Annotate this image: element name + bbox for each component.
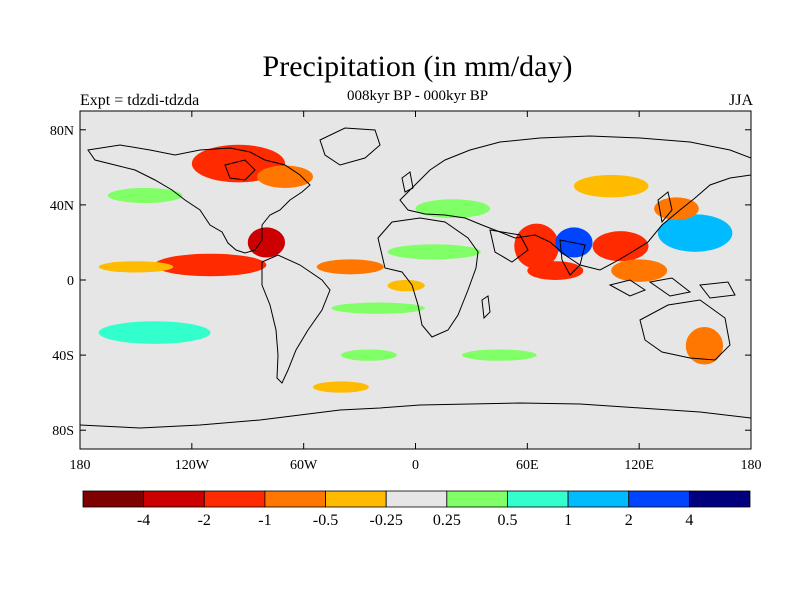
- colorbar: -4 -2 -1 -0.5 -0.25 0.25 0.5 1 2 4: [82, 490, 751, 529]
- anomaly-region-10: [514, 223, 560, 269]
- latitude-axis: 80N 40N 0 40S 80S: [50, 124, 751, 439]
- colorbar-swatch: [567, 490, 630, 508]
- colorbar-label: 2: [625, 512, 633, 529]
- colorbar-swatch: [507, 490, 569, 508]
- colorbar-swatch: [203, 490, 266, 508]
- colorbar-swatch: [82, 490, 145, 508]
- coastlines: [80, 127, 751, 429]
- colorbar-swatch: [628, 490, 690, 508]
- anomaly-region-16: [654, 197, 699, 220]
- anomaly-region-7: [387, 244, 481, 260]
- anomaly-region-8: [387, 280, 425, 292]
- anomaly-region-14: [611, 259, 668, 282]
- anomaly-region-3: [154, 253, 267, 277]
- lat-tick-label: 80S: [52, 424, 74, 439]
- anomaly-region-13: [592, 231, 649, 262]
- colorbar-label: -0.5: [313, 512, 338, 529]
- colorbar-swatch: [143, 490, 205, 508]
- anomaly-region-5: [316, 259, 384, 275]
- colorbar-label: 0.25: [433, 512, 461, 529]
- anomaly-region-18: [415, 199, 491, 219]
- experiment-label: Expt = tdzdi-tdzda: [80, 92, 200, 109]
- anomaly-region-17: [573, 174, 649, 198]
- colorbar-label: -2: [198, 512, 211, 529]
- anomaly-region-20: [340, 349, 397, 361]
- anomaly-region-22: [312, 381, 369, 393]
- lon-tick-label: 120E: [624, 458, 654, 473]
- season-label: JJA: [728, 92, 753, 109]
- lon-tick-label: 60E: [516, 458, 539, 473]
- anomaly-region-4: [98, 261, 174, 273]
- colorbar-label: 1: [564, 512, 572, 529]
- anomaly-region-19: [98, 321, 211, 344]
- anomaly-region-15: [657, 214, 733, 252]
- anomaly-region-11: [527, 261, 584, 280]
- lon-tick-label: 180: [741, 458, 762, 473]
- colorbar-label: -4: [137, 512, 150, 529]
- anomaly-region-6: [107, 187, 183, 204]
- colorbar-swatch: [446, 490, 508, 508]
- colorbar-label: -0.25: [370, 512, 403, 529]
- lon-tick-label: 60W: [290, 458, 318, 473]
- lon-tick-label: 0: [412, 458, 419, 473]
- colorbar-swatch: [688, 490, 751, 508]
- chart-title: Precipitation (in mm/day): [262, 50, 573, 83]
- longitude-axis: 180 120W 60W 0 60E 120E 180: [70, 111, 762, 473]
- colorbar-swatch: [325, 490, 387, 508]
- anomaly-region-1: [257, 165, 313, 188]
- anomaly-region-23: [685, 326, 724, 365]
- anomaly-region-2: [247, 227, 286, 258]
- chart-subtitle: 008kyr BP - 000kyr BP: [346, 88, 489, 104]
- lon-tick-label: 180: [70, 458, 91, 473]
- colorbar-label: 0.5: [497, 512, 517, 529]
- anomaly-layer: [98, 144, 733, 393]
- colorbar-swatch: [385, 490, 448, 508]
- colorbar-label: 4: [685, 512, 693, 529]
- colorbar-label: -1: [258, 512, 271, 529]
- lat-tick-label: 80N: [50, 124, 74, 139]
- anomaly-region-21: [462, 349, 537, 361]
- lat-tick-label: 40N: [50, 199, 74, 214]
- anomaly-region-9: [331, 302, 425, 314]
- lat-tick-label: 40S: [52, 349, 74, 364]
- lat-tick-label: 0: [67, 274, 74, 289]
- lon-tick-label: 120W: [175, 458, 210, 473]
- colorbar-swatch: [264, 490, 326, 508]
